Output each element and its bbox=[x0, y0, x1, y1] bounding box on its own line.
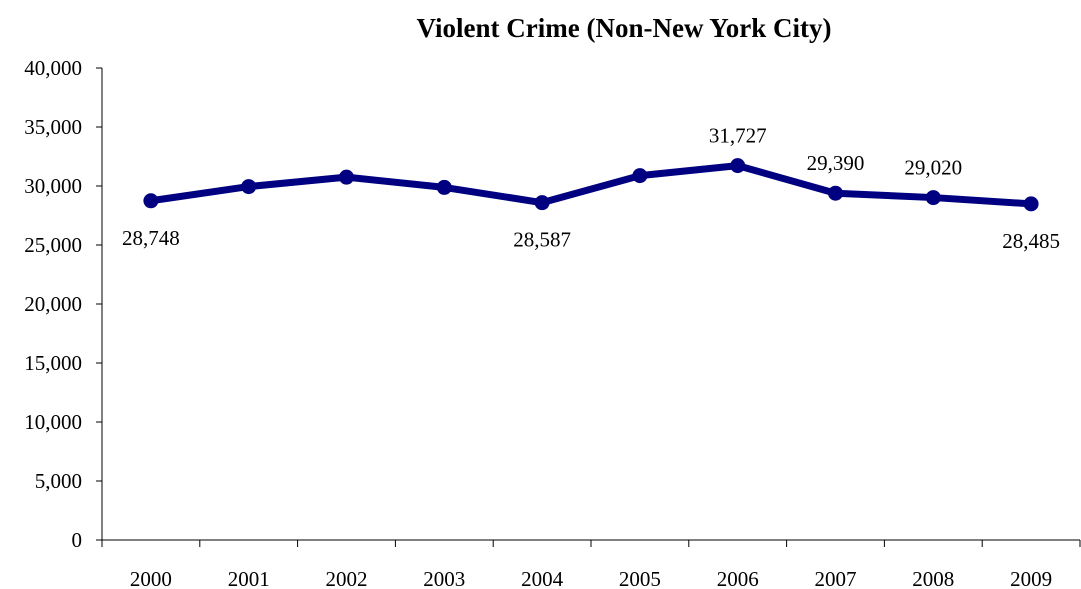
x-tick-label: 2005 bbox=[619, 567, 661, 589]
data-point bbox=[925, 190, 941, 206]
data-label: 31,727 bbox=[709, 124, 767, 148]
x-tick-label: 2004 bbox=[521, 567, 564, 589]
y-tick-label: 5,000 bbox=[35, 469, 82, 493]
data-point bbox=[143, 193, 159, 209]
data-point bbox=[241, 179, 257, 195]
y-tick-label: 30,000 bbox=[24, 174, 82, 198]
x-tick-label: 2007 bbox=[815, 567, 857, 589]
y-tick-label: 10,000 bbox=[24, 410, 82, 434]
x-tick-label: 2008 bbox=[912, 567, 954, 589]
x-tick-label: 2000 bbox=[130, 567, 172, 589]
x-tick-label: 2003 bbox=[423, 567, 465, 589]
data-label: 28,587 bbox=[513, 228, 571, 252]
x-tick-label: 2002 bbox=[326, 567, 368, 589]
y-tick-label: 15,000 bbox=[24, 351, 82, 375]
data-label: 28,485 bbox=[1002, 229, 1060, 253]
x-tick-label: 2006 bbox=[717, 567, 759, 589]
y-tick-label: 25,000 bbox=[24, 233, 82, 257]
data-point bbox=[339, 169, 354, 185]
data-point bbox=[534, 195, 550, 211]
y-tick-label: 35,000 bbox=[24, 115, 82, 139]
chart-title: Violent Crime (Non-New York City) bbox=[417, 13, 832, 43]
axes: 0 5,000 10,000 15,000 20,000 25,000 30,000 35,0… bbox=[24, 56, 1081, 589]
data-point bbox=[828, 185, 843, 201]
data-label: 29,020 bbox=[904, 156, 962, 180]
series-layer bbox=[143, 158, 1039, 212]
data-point bbox=[730, 158, 746, 174]
x-tick-label: 2009 bbox=[1010, 567, 1052, 589]
data-label: 28,748 bbox=[122, 226, 180, 250]
data-point bbox=[632, 168, 648, 184]
data-labels: 28,748 28,587 31,727 29,390 29,020 28,485 bbox=[122, 124, 1060, 253]
y-tick-label: 20,000 bbox=[24, 292, 82, 316]
data-label: 29,390 bbox=[807, 151, 865, 175]
y-tick-label: 40,000 bbox=[24, 56, 82, 80]
data-point bbox=[436, 179, 452, 195]
data-point bbox=[1023, 196, 1039, 212]
x-tick-label: 2001 bbox=[228, 567, 270, 589]
y-tick-label: 0 bbox=[72, 528, 83, 552]
series-line bbox=[147, 162, 1035, 208]
